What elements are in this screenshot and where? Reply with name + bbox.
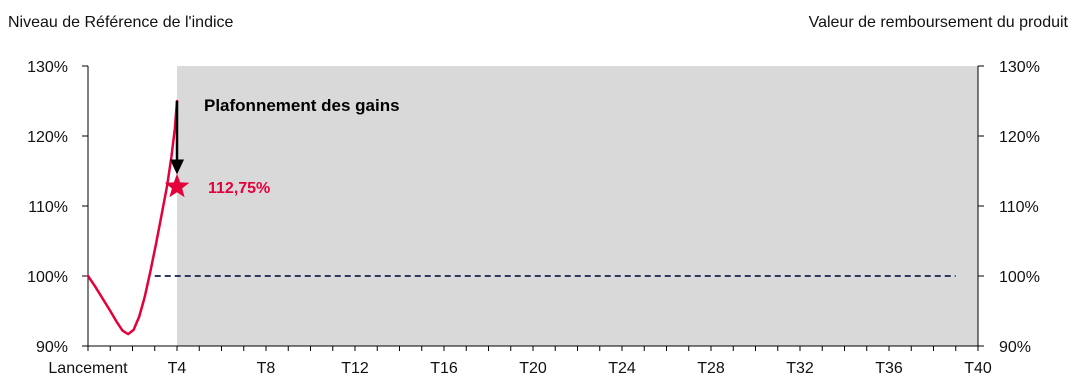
right-y-tick-label: 110% bbox=[999, 199, 1039, 216]
right-axis-title: Valeur de remboursement du produit bbox=[808, 14, 1068, 31]
left-y-tick-label: 130% bbox=[27, 59, 68, 76]
cap-label: Plafonnement des gains bbox=[204, 96, 400, 115]
left-y-tick-label: 90% bbox=[36, 339, 68, 356]
x-tick-label: T32 bbox=[786, 360, 814, 376]
right-y-tick-label: 120% bbox=[999, 129, 1040, 146]
x-tick-label: T20 bbox=[519, 360, 547, 376]
x-tick-label: T8 bbox=[257, 360, 276, 376]
x-tick-label: T4 bbox=[168, 360, 187, 376]
left-axis-title: Niveau de Référence de l'indice bbox=[8, 14, 234, 31]
final-value-label: 112,75% bbox=[208, 180, 270, 197]
right-y-tick-label: 100% bbox=[999, 269, 1040, 286]
left-y-tick-label: 100% bbox=[27, 269, 68, 286]
left-y-tick-label: 120% bbox=[27, 129, 68, 146]
x-tick-label: T12 bbox=[341, 360, 369, 376]
x-tick-label: T40 bbox=[964, 360, 992, 376]
x-tick-label: Lancement bbox=[48, 360, 128, 376]
x-tick-label: T16 bbox=[430, 360, 458, 376]
right-y-tick-label: 130% bbox=[999, 59, 1040, 76]
x-tick-label: T36 bbox=[875, 360, 903, 376]
right-y-tick-label: 90% bbox=[999, 339, 1031, 356]
cap-arrow-head bbox=[170, 159, 184, 175]
x-tick-label: T24 bbox=[608, 360, 636, 376]
shaded-region bbox=[177, 66, 978, 346]
x-tick-label: T28 bbox=[697, 360, 725, 376]
left-y-tick-label: 110% bbox=[28, 199, 68, 216]
final-value-star bbox=[164, 173, 190, 198]
index-series-line bbox=[86, 99, 179, 336]
